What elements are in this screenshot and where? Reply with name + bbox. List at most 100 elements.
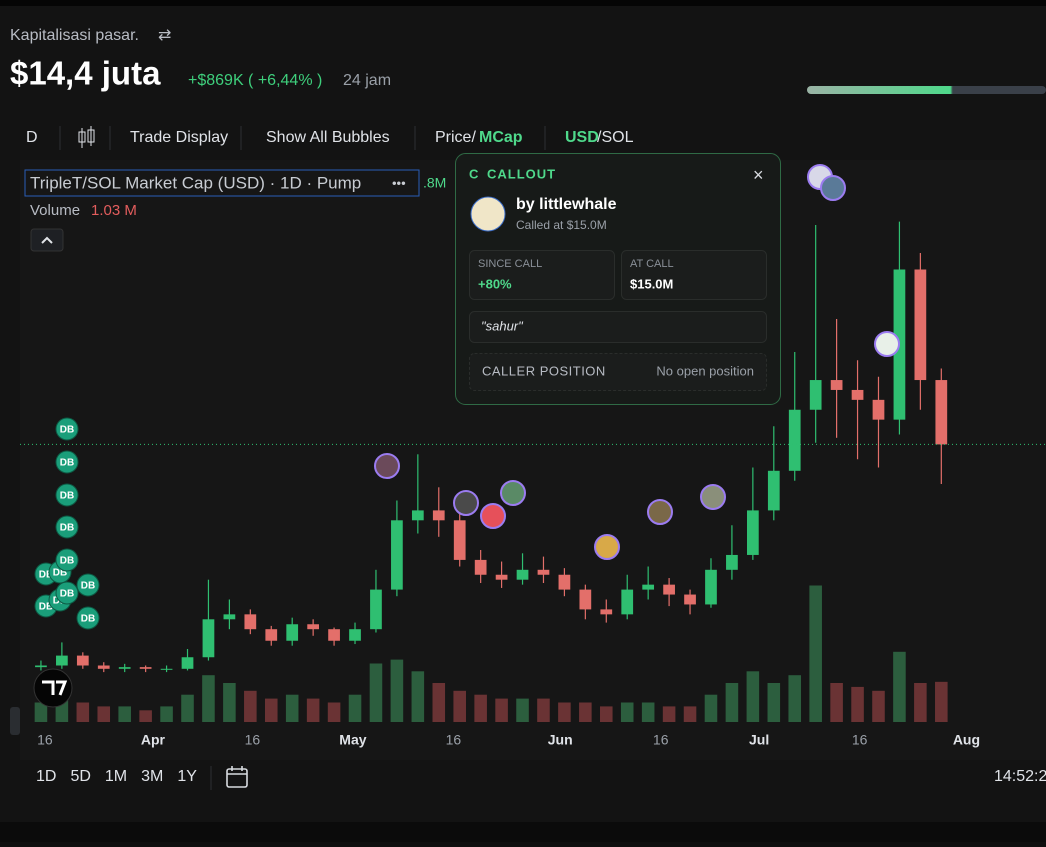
db-label: DB <box>60 425 74 436</box>
avatar[interactable] <box>374 453 400 479</box>
candle-body <box>746 510 759 555</box>
volume-bar <box>411 671 425 722</box>
x-tick-label: Aug <box>953 732 980 748</box>
change: +$869K ( +6,44% ) <box>188 72 322 89</box>
db-bubble[interactable] <box>55 483 79 507</box>
price-toggle[interactable]: Price/ <box>435 129 476 146</box>
candle-body <box>432 510 445 521</box>
x-tick-label: Jul <box>749 732 769 748</box>
candle-body <box>537 569 550 575</box>
volume-bar <box>537 698 550 722</box>
volume-bar <box>600 706 613 722</box>
candle-body <box>202 619 215 658</box>
range-button[interactable]: 1Y <box>177 768 197 785</box>
candle-body <box>223 614 236 620</box>
x-tick-label: 16 <box>37 732 53 748</box>
candle-body <box>139 667 152 669</box>
volume-bar <box>620 702 634 722</box>
collapse-button[interactable] <box>30 228 64 252</box>
volume-bar <box>851 686 864 722</box>
swap-icon[interactable]: ⇄ <box>158 27 171 44</box>
volume-bar <box>264 698 278 722</box>
x-tick-label: 16 <box>653 732 669 748</box>
avatar[interactable] <box>480 503 506 529</box>
volume-bar <box>244 690 257 722</box>
candle-body <box>935 380 948 445</box>
volume-bar <box>97 706 111 722</box>
range-button[interactable]: 1M <box>105 768 127 785</box>
author-avatar <box>470 196 506 232</box>
candle-body <box>411 510 424 521</box>
candle-body <box>726 554 738 570</box>
usd-toggle[interactable]: USD <box>565 129 599 146</box>
at-call-label: AT CALL <box>630 258 674 270</box>
candle-body <box>809 380 822 410</box>
callout: C CALLOUT × by littlewhale Called at $15… <box>455 153 781 405</box>
db-bubble[interactable] <box>55 417 79 441</box>
callout-quote: "sahur" <box>481 318 524 333</box>
collapse-icon <box>41 236 53 244</box>
date-range-icon[interactable] <box>226 766 248 788</box>
callout-close[interactable]: × <box>753 165 764 185</box>
db-bubbles: DBDBDBDBDBDBDBDBDBDBDBDB <box>34 417 100 630</box>
volume-bar <box>453 690 466 722</box>
avatar[interactable] <box>647 499 673 525</box>
avatar[interactable] <box>820 175 846 201</box>
at-call-box <box>621 250 767 300</box>
avatar[interactable] <box>700 484 726 510</box>
volume-bar <box>348 694 362 722</box>
quote-box <box>469 311 767 343</box>
db-label: DB <box>60 589 74 600</box>
at-call-value: $15.0M <box>630 276 673 291</box>
volume-bar <box>746 671 760 722</box>
x-tick-label: 16 <box>245 732 261 748</box>
volume-bar <box>809 585 822 722</box>
candle-body <box>851 389 864 400</box>
x-tick-label: Jun <box>548 732 573 748</box>
volume-bar <box>495 698 508 722</box>
candle-icon[interactable] <box>78 126 95 148</box>
db-bubble[interactable] <box>76 573 100 597</box>
mcap-toggle[interactable]: MCap <box>479 129 523 146</box>
range-button[interactable]: 1D <box>36 768 56 785</box>
avatar[interactable] <box>453 490 479 516</box>
volume-bar <box>223 683 236 722</box>
candle-body <box>307 624 320 630</box>
candle-body <box>265 629 278 641</box>
bottom-strip <box>0 822 1046 842</box>
volume-bar <box>767 683 781 722</box>
side-handle[interactable] <box>10 707 20 735</box>
avatar[interactable] <box>594 534 620 560</box>
volume-bar <box>285 694 299 722</box>
trade-display[interactable]: Trade Display <box>130 129 228 146</box>
candle-body <box>705 569 717 605</box>
range-button[interactable]: 3M <box>141 768 163 785</box>
volume-bar <box>118 706 131 722</box>
volume-bar <box>914 683 927 722</box>
market-cap-value: $14,4 juta <box>10 55 161 92</box>
avatar[interactable] <box>500 480 526 506</box>
volume-bar <box>327 702 341 722</box>
candle-body <box>663 584 675 595</box>
avatar[interactable] <box>874 331 900 357</box>
candle-body <box>579 589 592 610</box>
legend-more[interactable]: ••• <box>392 175 406 190</box>
db-bubble[interactable] <box>55 548 79 572</box>
avatar-bubbles <box>374 164 900 560</box>
candle-body <box>35 665 47 668</box>
interval[interactable]: D <box>26 129 38 146</box>
db-bubble[interactable] <box>76 606 100 630</box>
show-bubbles[interactable]: Show All Bubbles <box>266 129 390 146</box>
range-button[interactable]: 5D <box>70 768 90 785</box>
sol-toggle[interactable]: /SOL <box>597 129 634 146</box>
volume-bar <box>432 683 446 722</box>
db-bubble[interactable] <box>55 450 79 474</box>
db-label: DB <box>81 581 95 592</box>
candle-body <box>97 665 110 669</box>
db-bubble[interactable] <box>55 515 79 539</box>
candle-body <box>244 614 257 630</box>
db-label: DB <box>39 602 53 613</box>
db-bubble[interactable] <box>55 581 79 605</box>
volume-bar <box>579 702 592 722</box>
